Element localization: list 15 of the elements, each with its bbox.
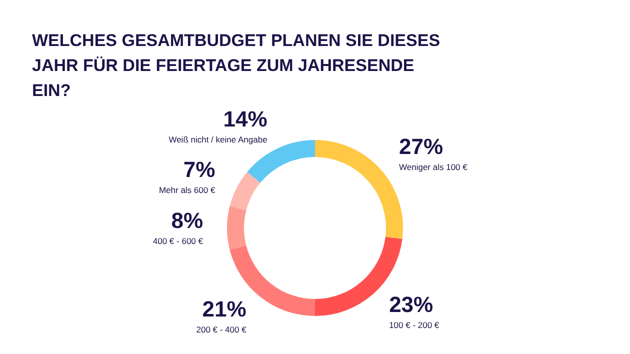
data-label: 27% (399, 134, 444, 159)
data-label: 7% (183, 157, 216, 182)
data-label: 21% (202, 296, 246, 322)
donut-slice (227, 206, 246, 250)
data-label: 23% (389, 292, 434, 318)
chart-title: WELCHES GESAMTBUDGET PLANEN SIE DIESES JAHR FÜR DIE FEIERTAGE ZUM JAHRESENDE EIN? (32, 31, 440, 100)
slice-label: Weniger als 100 € (399, 162, 468, 172)
data-label: 8% (171, 208, 203, 233)
slice-label: 400 € - 600 € (152, 236, 204, 246)
data-label: 14% (223, 106, 268, 132)
slice-label: Weiß nicht / keine Angabe (168, 134, 268, 145)
donut-slice (230, 172, 260, 210)
slice-label: 200 € - 400 € (196, 324, 247, 334)
slice-label: Mehr als 600 € (158, 185, 216, 196)
slice-label: 100 € - 200 € (389, 320, 440, 330)
